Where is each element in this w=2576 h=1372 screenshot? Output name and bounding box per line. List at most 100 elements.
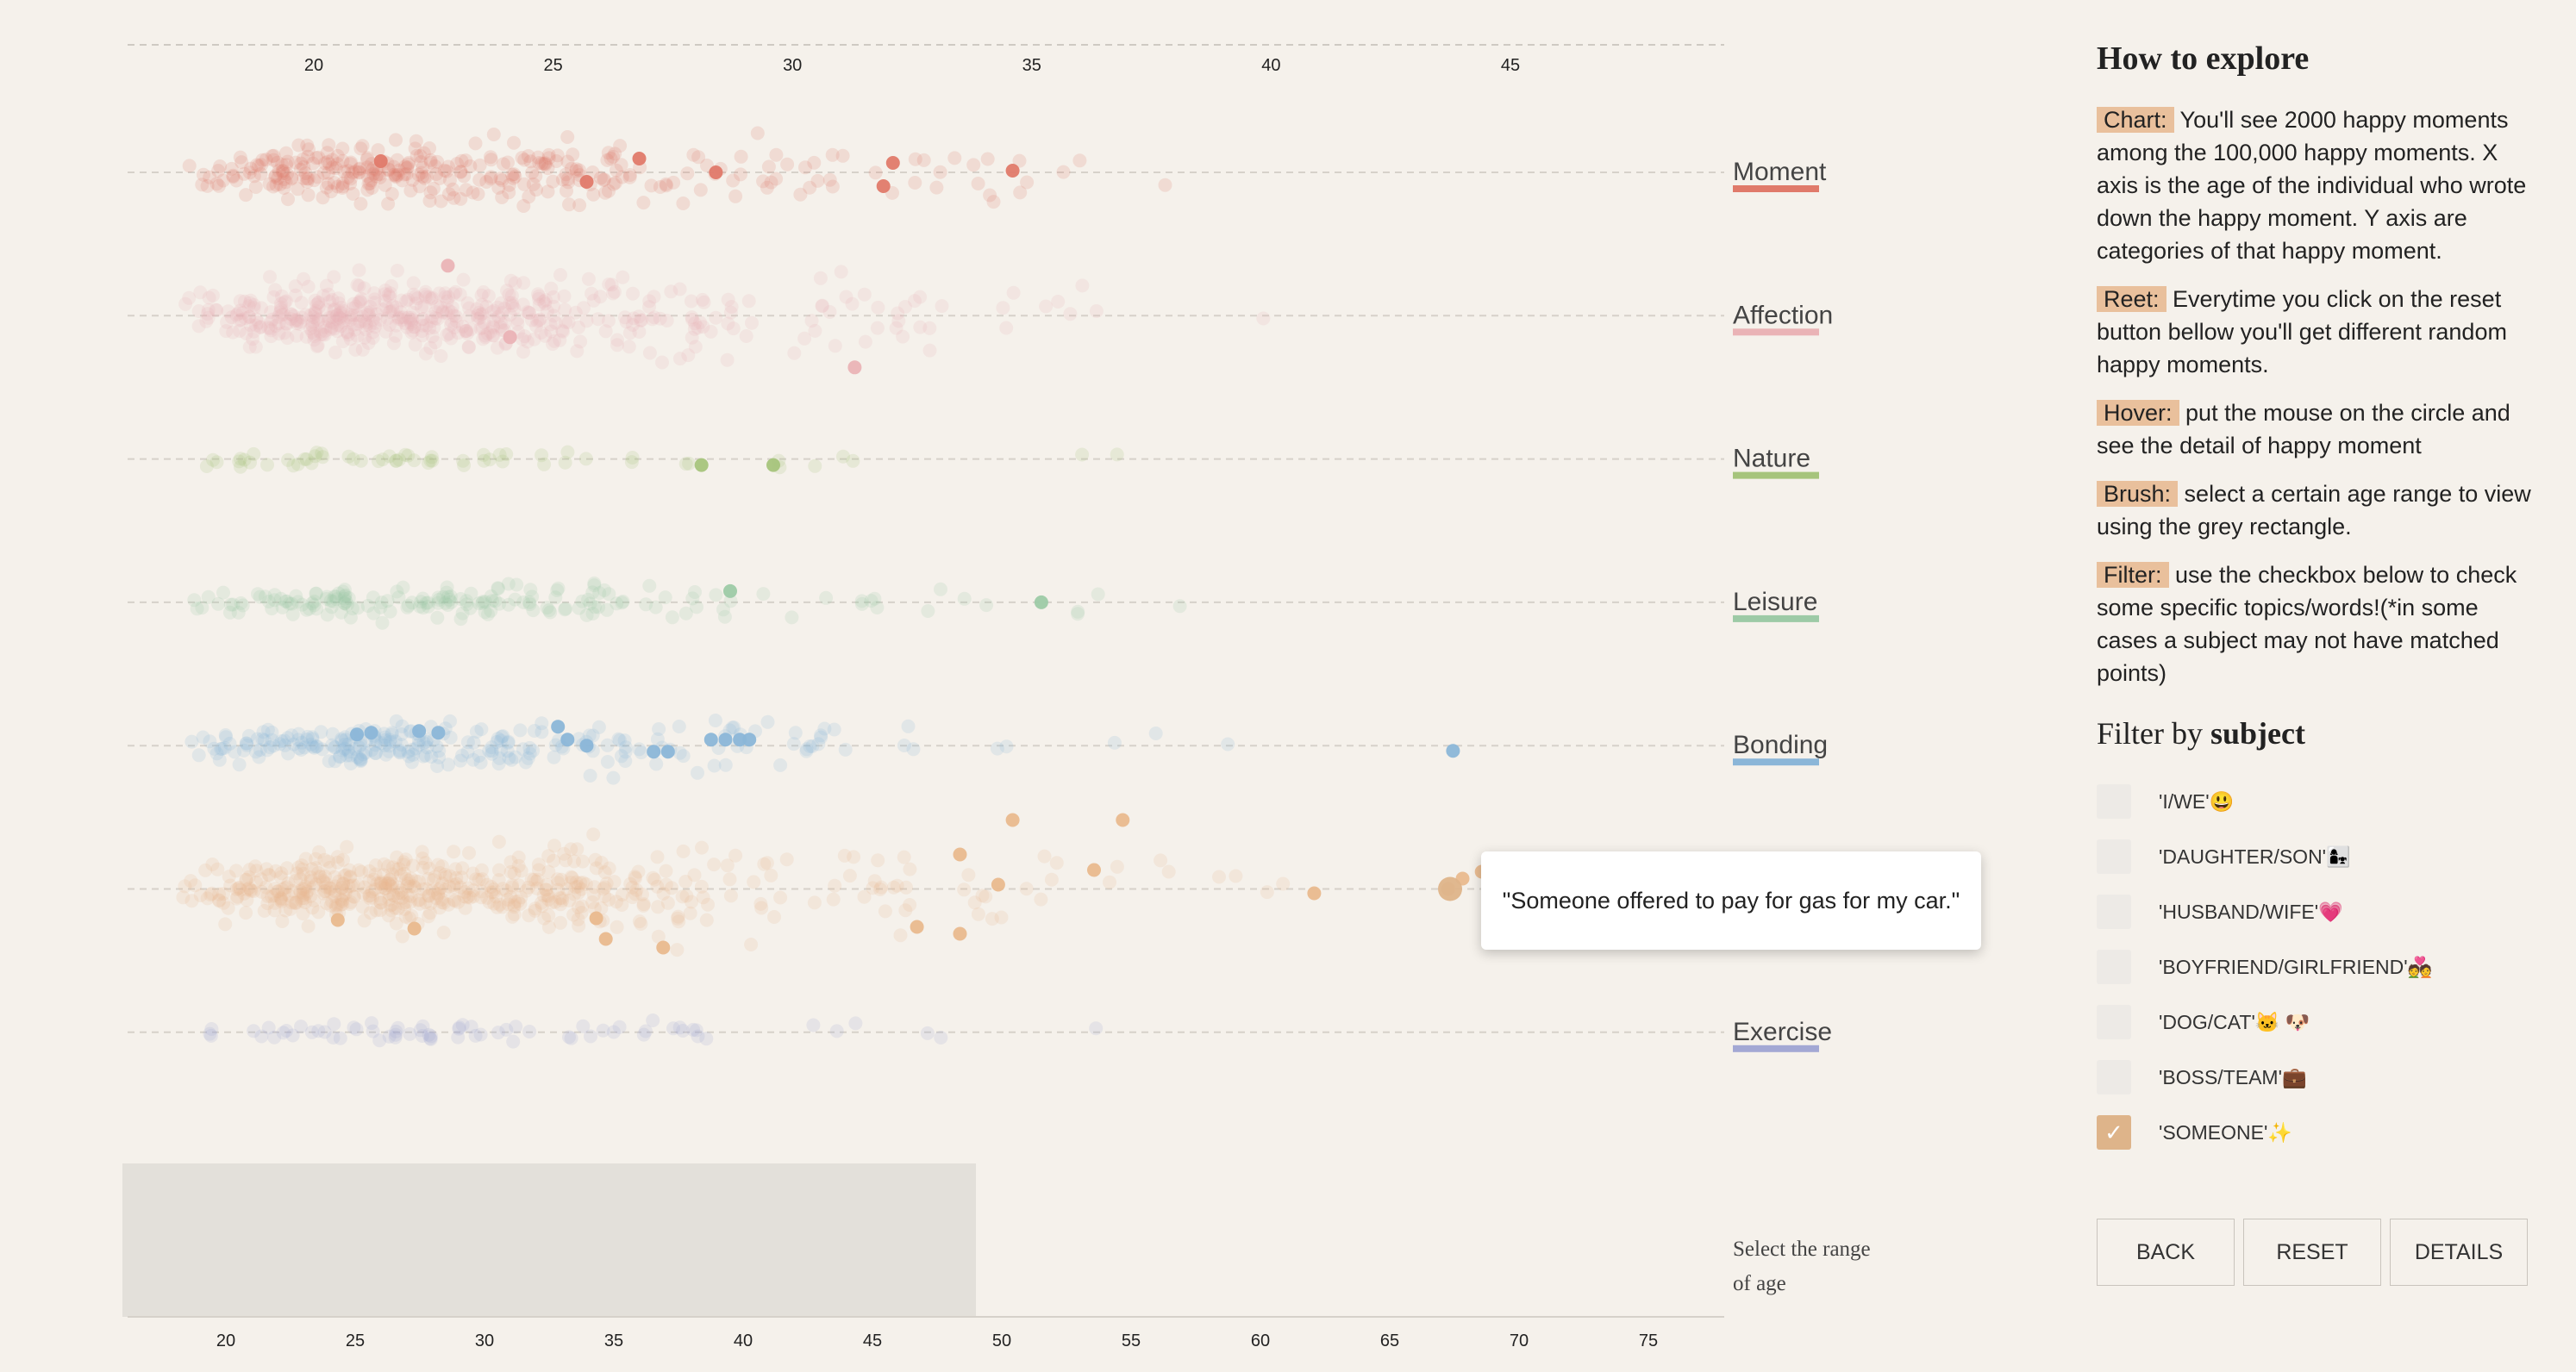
- data-point: [471, 187, 485, 202]
- data-point: [422, 1027, 436, 1042]
- data-point: [293, 883, 308, 898]
- filter-row[interactable]: 'BOYFRIEND/GIRLFRIEND'💑: [2097, 939, 2545, 995]
- instruction-2: Hover: put the mouse on the circle and s…: [2097, 400, 2510, 458]
- filter-checkbox[interactable]: [2097, 839, 2131, 874]
- data-point: [374, 876, 389, 891]
- data-point: [392, 452, 406, 467]
- data-point: [233, 303, 247, 318]
- data-point: [203, 888, 218, 902]
- filter-checkbox[interactable]: [2097, 1060, 2131, 1094]
- filter-row[interactable]: 'BOSS/TEAM'💼: [2097, 1050, 2545, 1105]
- data-point: [585, 585, 600, 600]
- filter-row[interactable]: 'DOG/CAT'🐱 🐶: [2097, 995, 2545, 1050]
- data-point: [650, 850, 665, 864]
- top-axis-tick: 25: [543, 56, 562, 75]
- data-point: [418, 290, 433, 304]
- data-point: [485, 885, 499, 900]
- filter-checkbox[interactable]: [2097, 895, 2131, 929]
- data-point: [460, 594, 474, 608]
- data-point: [585, 728, 600, 743]
- data-point: [650, 879, 665, 894]
- data-point: [178, 296, 193, 311]
- data-point: [628, 870, 642, 884]
- data-point: [366, 606, 381, 621]
- data-point: [572, 886, 585, 900]
- data-point: [365, 163, 379, 178]
- filter-row[interactable]: 'DAUGHTER/SON'👩‍👧: [2097, 829, 2545, 884]
- data-point: [271, 172, 285, 185]
- data-point: [441, 290, 456, 304]
- data-point: [318, 880, 333, 895]
- data-point: [219, 324, 234, 339]
- data-point: [325, 738, 340, 752]
- data-point-highlight: [953, 926, 967, 941]
- data-point: [321, 154, 335, 169]
- data-point: [316, 165, 331, 180]
- data-point: [683, 906, 697, 920]
- back-button[interactable]: BACK: [2097, 1219, 2235, 1286]
- data-point: [370, 876, 385, 890]
- data-point: [947, 151, 962, 165]
- data-point: [390, 584, 404, 599]
- data-point: [273, 893, 288, 907]
- data-point: [422, 909, 436, 924]
- data-point: [829, 1024, 844, 1038]
- data-point: [560, 184, 573, 198]
- data-point: [368, 315, 383, 330]
- data-point: [825, 179, 840, 194]
- data-point: [224, 310, 239, 325]
- data-point: [265, 889, 279, 904]
- data-point: [415, 845, 429, 859]
- data-point: [724, 300, 739, 314]
- data-point: [585, 895, 600, 909]
- data-point: [760, 856, 774, 870]
- data-point: [459, 183, 473, 197]
- data-point: [403, 879, 417, 894]
- data-point: [362, 318, 377, 333]
- data-point: [696, 890, 710, 905]
- filter-checkbox[interactable]: [2097, 1005, 2131, 1039]
- data-point-highlight: [733, 733, 747, 747]
- data-point: [279, 594, 294, 608]
- filter-checkbox[interactable]: [2097, 784, 2131, 819]
- data-point: [318, 883, 333, 898]
- data-point: [403, 315, 418, 330]
- data-point: [252, 315, 266, 330]
- data-point: [611, 732, 626, 746]
- data-point: [721, 316, 735, 331]
- filter-row[interactable]: 'I/WE'😃: [2097, 774, 2545, 829]
- data-point: [339, 882, 353, 896]
- filter-row[interactable]: 'HUSBAND/WIFE'💗: [2097, 884, 2545, 939]
- data-point: [335, 743, 350, 758]
- data-point: [651, 900, 666, 914]
- details-button[interactable]: DETAILS: [2390, 1219, 2528, 1286]
- data-point: [271, 884, 285, 899]
- data-point: [533, 312, 547, 327]
- data-point: [260, 722, 275, 737]
- data-point: [323, 885, 338, 900]
- data-point: [672, 745, 687, 760]
- filter-checkbox[interactable]: [2097, 950, 2131, 984]
- data-point: [492, 897, 507, 912]
- data-point: [205, 858, 220, 871]
- data-point: [443, 589, 458, 604]
- data-point: [505, 909, 520, 924]
- data-point: [382, 744, 397, 758]
- data-point: [444, 314, 459, 328]
- filter-checkbox[interactable]: ✓: [2097, 1115, 2131, 1150]
- data-point: [322, 157, 337, 172]
- data-point: [363, 304, 378, 319]
- data-point: [373, 876, 388, 891]
- data-point: [301, 172, 316, 186]
- data-point: [327, 1017, 341, 1032]
- data-point: [642, 578, 657, 593]
- data-point: [526, 603, 541, 618]
- data-point: [308, 293, 322, 308]
- data-point: [330, 324, 345, 339]
- reset-button[interactable]: RESET: [2243, 1219, 2381, 1286]
- instruction-1: Reet: Everytime you click on the reset b…: [2097, 286, 2507, 377]
- data-point: [428, 886, 442, 901]
- data-point: [458, 885, 472, 899]
- filter-row[interactable]: ✓ 'SOMEONE'✨: [2097, 1105, 2545, 1160]
- data-point: [263, 321, 278, 336]
